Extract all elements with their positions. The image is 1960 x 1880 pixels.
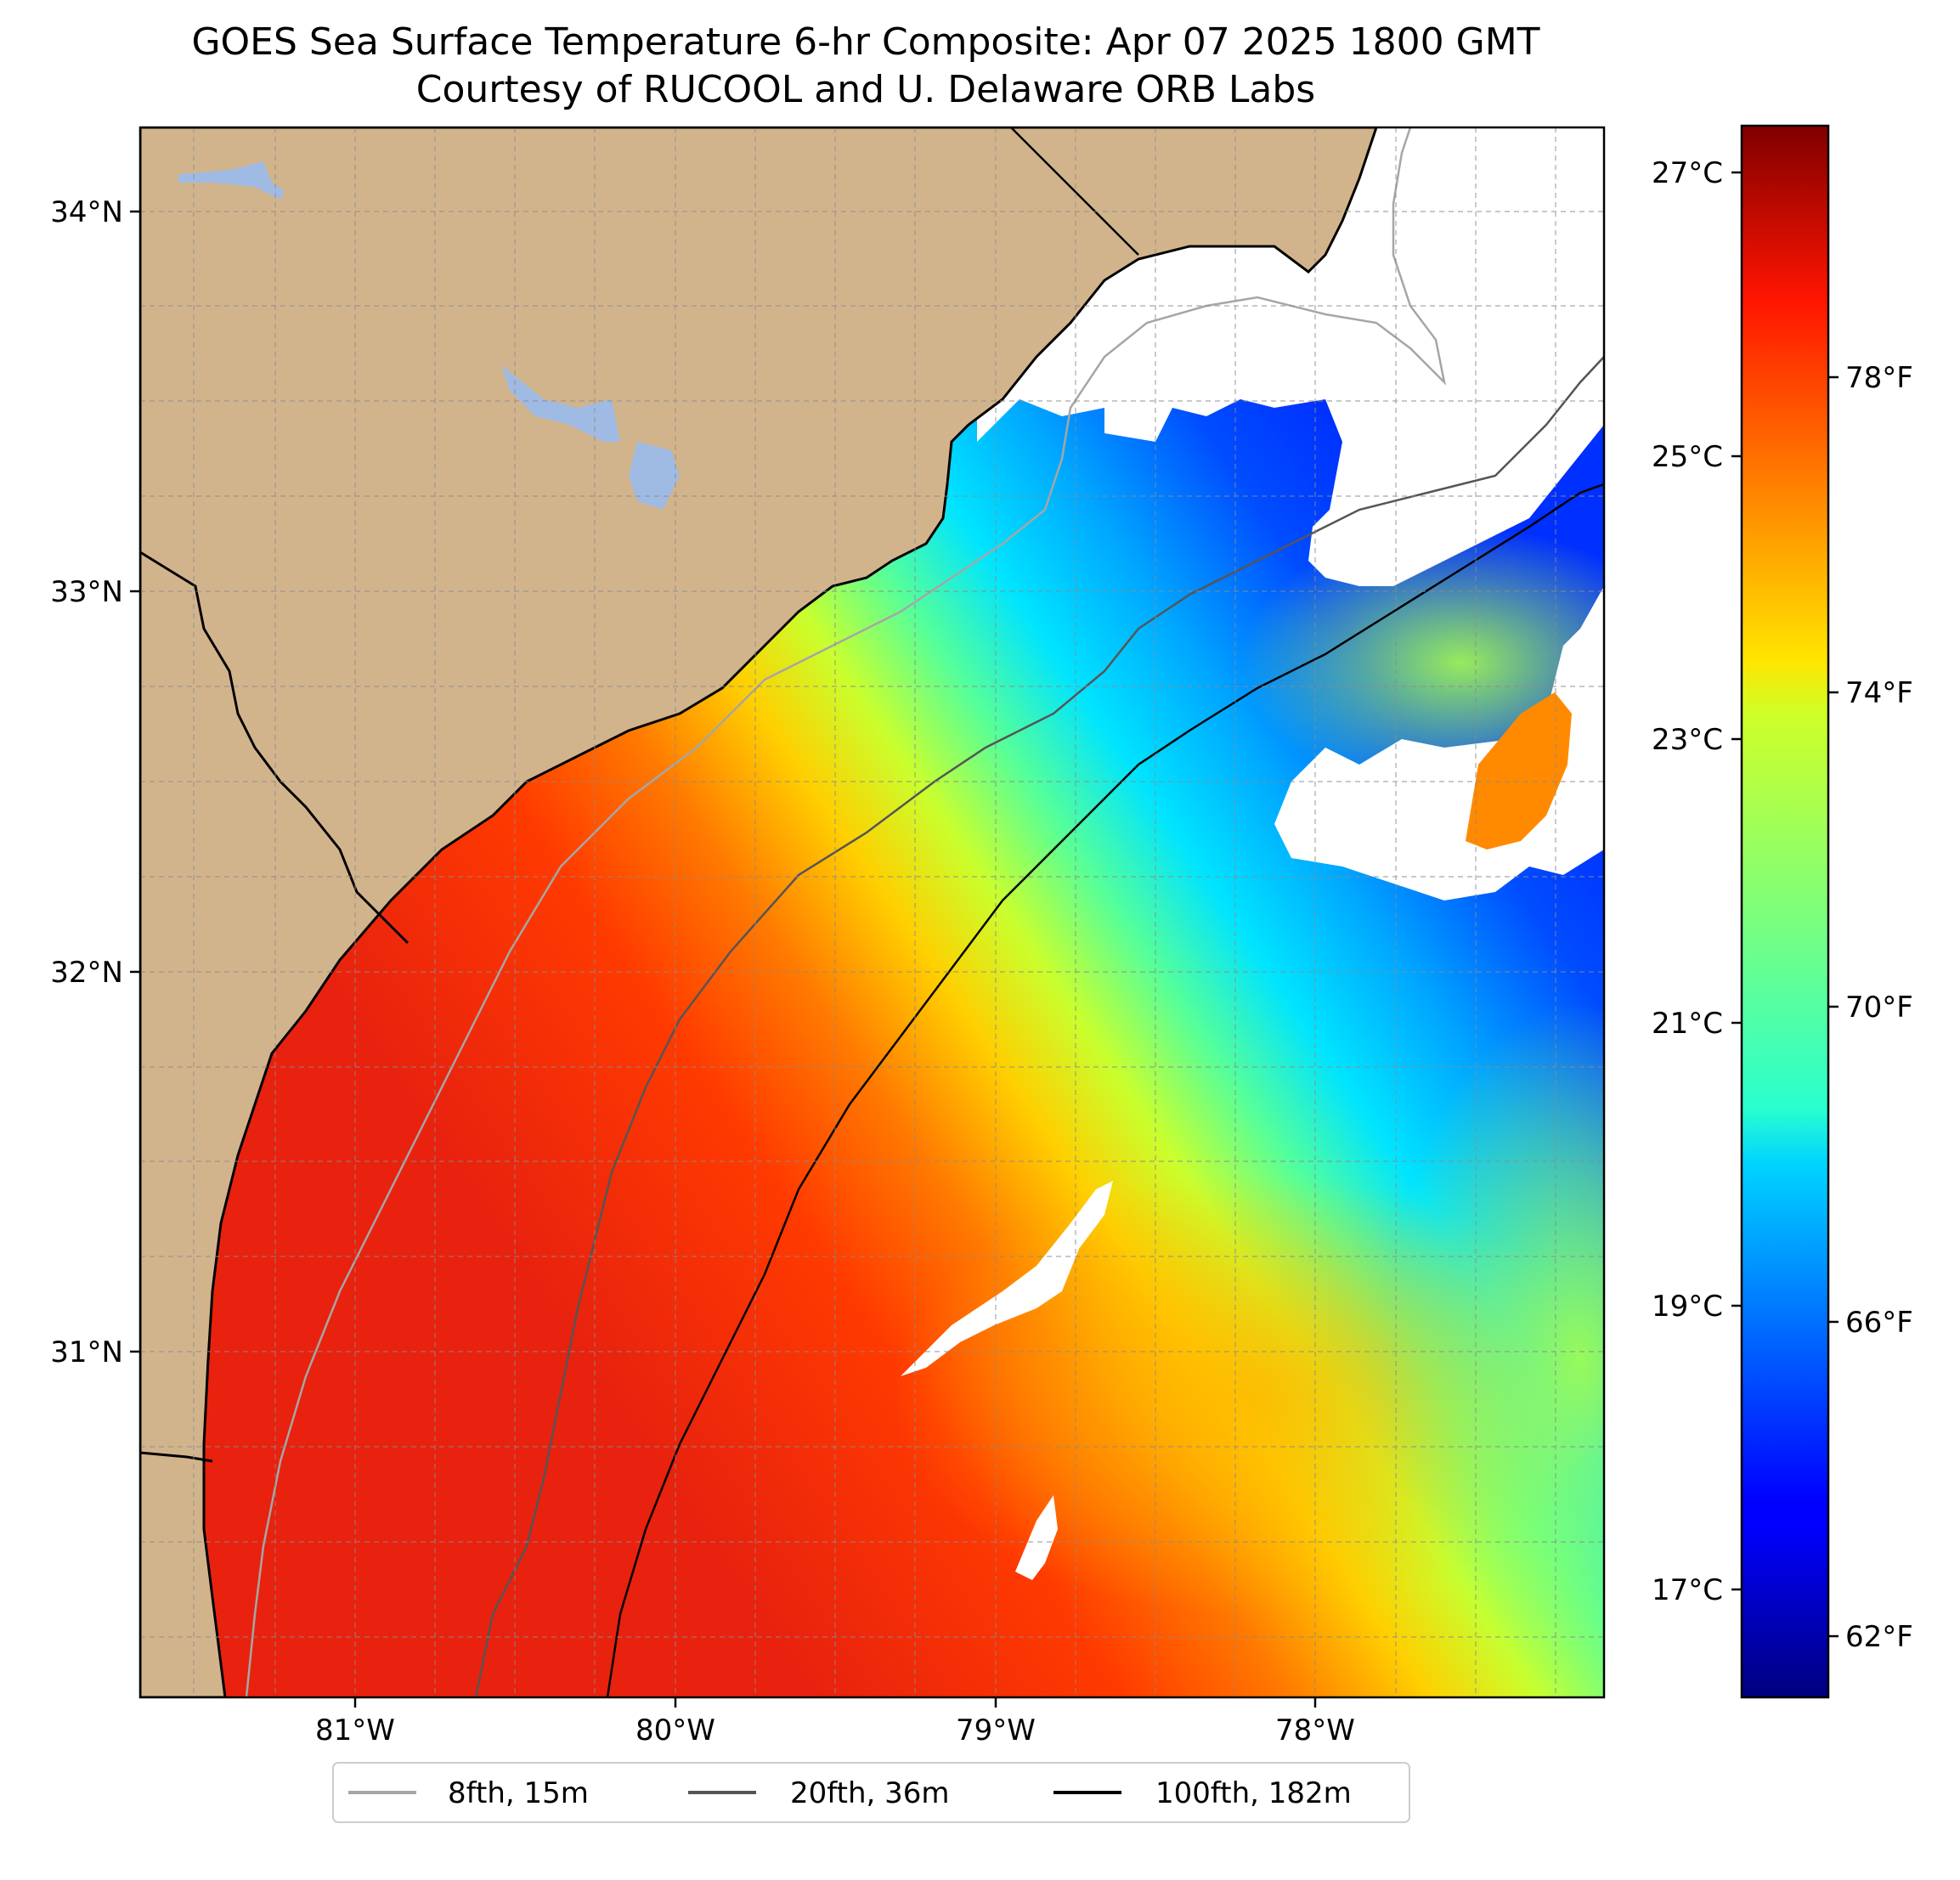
map-frame [138,126,1606,1699]
axis-tick-marks [130,210,1317,1708]
legend-label-100fth: 100fth, 182m [1155,1776,1352,1810]
legend-box [332,1762,1410,1823]
cloud-streak-south [1015,1495,1058,1580]
colorbar-fahrenheit-label: 66°F [1845,1306,1913,1340]
lat-tick-label: 32°N [50,956,123,990]
legend-label-8fth: 8fth, 15m [448,1776,589,1810]
colorbar-celsius-label: 27°C [1652,156,1723,190]
warm-patch-east [1466,692,1572,850]
colorbar-celsius-label: 19°C [1652,1290,1723,1324]
colorbar-celsius-label: 25°C [1652,440,1723,474]
east-green-edge [1385,1002,1604,1697]
lat-tick-label: 31°N [50,1335,123,1369]
lon-tick-label: 78°W [1275,1713,1355,1747]
colorbar-fahrenheit-label: 62°F [1845,1620,1913,1654]
colorbar [1740,124,1830,1699]
colorbar-celsius-label: 21°C [1652,1007,1723,1041]
lake-marion [501,365,620,442]
colorbar-tick-marks [1731,171,1839,1638]
legend: 8fth, 15m 20fth, 36m 100fth, 182m [332,1762,1410,1823]
lake-moultrie [629,442,680,510]
lat-tick-label: 34°N [50,195,123,229]
colorbar-celsius-label: 23°C [1652,723,1723,757]
chart-title: GOES Sea Surface Temperature 6-hr Compos… [191,20,1539,64]
gridlines [140,127,1604,1697]
lon-tick-label: 80°W [635,1713,715,1747]
lon-tick-label: 79°W [956,1713,1036,1747]
chart-subtitle: Courtesy of RUCOOL and U. Delaware ORB L… [416,68,1315,111]
lat-tick-label: 33°N [50,575,123,609]
colorbar-celsius-label: 17°C [1652,1573,1723,1607]
lon-tick-label: 81°W [315,1713,395,1747]
isobath-100fth [606,483,1604,1697]
lake-north [178,161,285,200]
colorbar-fahrenheit-label: 78°F [1845,361,1913,395]
cloud-streak-center [901,1181,1113,1376]
isobath-8fth [245,127,1447,1697]
colorbar-fahrenheit-label: 70°F [1845,991,1913,1025]
state-border-sc-ga [140,550,410,945]
state-border-ga-fl [140,1451,213,1463]
state-border-nc-sc [1010,127,1139,256]
legend-label-20fth: 20fth, 36m [790,1776,950,1810]
map-plot-area [140,127,1604,1697]
colorbar-fahrenheit-label: 74°F [1845,676,1913,710]
land-mass [140,127,1378,1697]
